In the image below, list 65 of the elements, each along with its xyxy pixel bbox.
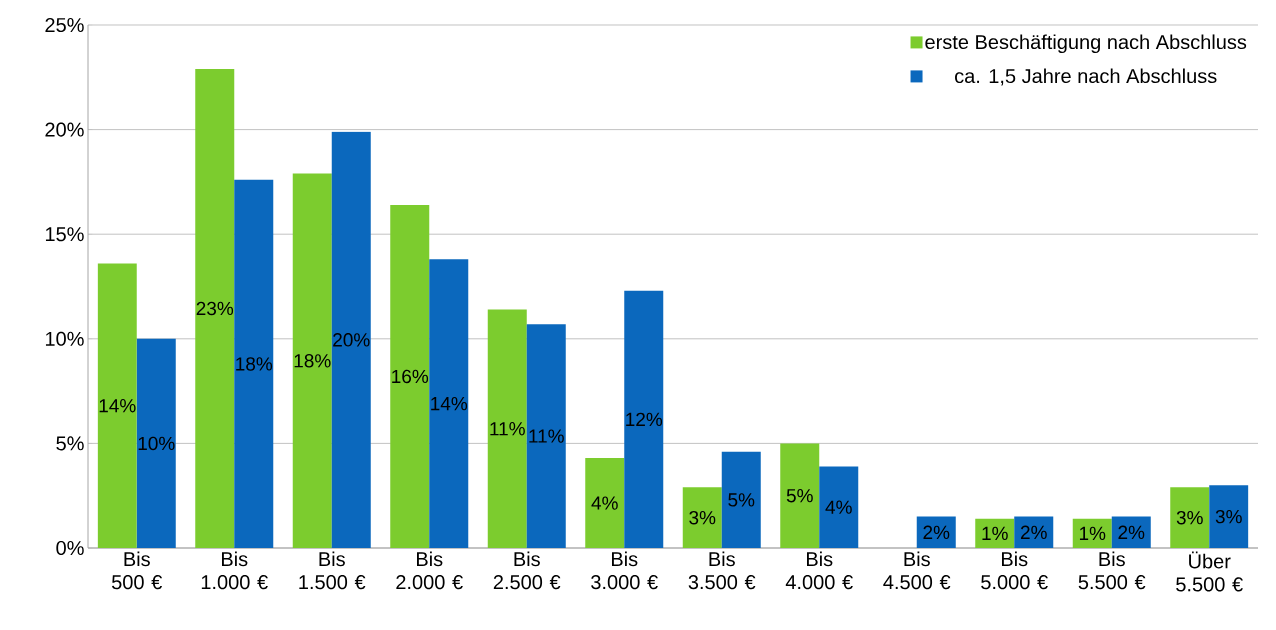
bar	[97, 263, 137, 548]
data-label: 5%	[786, 489, 813, 503]
data-label: 2%	[923, 525, 950, 539]
legend-label: ca. 1,5 Jahre nach Abschluss	[955, 68, 1217, 86]
x-tick-label: Bis 3.000 €	[591, 551, 658, 590]
x-tick-label: Über 5.500 €	[1176, 551, 1243, 592]
x-tick-label: Bis 1.500 €	[299, 551, 366, 590]
bar	[1170, 487, 1210, 548]
data-label: 2%	[1118, 525, 1145, 539]
y-tick-label: 0%	[56, 540, 84, 556]
x-tick-label: Bis 5.000 €	[981, 551, 1048, 590]
data-label: 1%	[1079, 526, 1106, 540]
bar	[429, 259, 469, 548]
bar	[819, 466, 859, 548]
bar	[487, 309, 527, 548]
bar	[234, 179, 274, 548]
data-label: 3%	[689, 510, 716, 525]
x-tick-label: Bis 3.500 €	[688, 551, 756, 590]
data-label: 5%	[728, 493, 755, 507]
data-label: 23%	[196, 301, 234, 316]
data-label: 18%	[236, 357, 273, 371]
data-label: 16%	[392, 369, 429, 384]
x-tick-label: Bis 5.500 €	[1078, 551, 1146, 590]
data-label: 1%	[982, 526, 1008, 540]
bar	[682, 487, 722, 548]
y-tick-label: 5%	[56, 436, 84, 451]
data-label: 11%	[490, 422, 525, 436]
bar	[624, 290, 664, 548]
data-label: 14%	[431, 397, 468, 411]
data-label: 10%	[138, 436, 175, 451]
bar	[721, 451, 761, 548]
x-tick-label: Bis 1.000 €	[201, 551, 268, 590]
bar	[390, 204, 430, 548]
x-tick-label: Bis 4.500 €	[883, 551, 951, 590]
data-label: 3%	[1176, 510, 1203, 525]
x-tick-label: Bis 500 €	[111, 551, 163, 590]
data-label: 2%	[1020, 525, 1047, 539]
bar	[136, 338, 176, 548]
y-tick-label: 20%	[45, 122, 84, 137]
bar	[195, 68, 235, 548]
data-label: 11%	[529, 429, 564, 443]
data-label: 4%	[825, 500, 852, 514]
data-label: 4%	[591, 496, 618, 510]
bar	[585, 458, 625, 548]
y-tick-label: 10%	[45, 331, 84, 346]
data-label: 18%	[294, 354, 331, 368]
bar	[526, 324, 566, 548]
bar	[331, 131, 371, 548]
data-label: 12%	[626, 412, 663, 427]
bar	[916, 516, 956, 548]
x-tick-label: Bis 4.000 €	[785, 551, 853, 590]
y-tick-label: 15%	[45, 227, 84, 242]
bar	[1072, 518, 1112, 548]
bar	[780, 443, 820, 548]
bar	[1209, 485, 1249, 548]
data-label: 3%	[1215, 509, 1242, 524]
legend-label: erste Beschäftigung nach Abschluss	[925, 34, 1247, 54]
data-label: 20%	[333, 333, 370, 347]
bar	[1111, 516, 1151, 548]
x-tick-label: Bis 2.500 €	[493, 551, 561, 590]
data-label: 14%	[99, 399, 136, 413]
x-tick-label: Bis 2.000 €	[396, 551, 463, 590]
bar	[292, 173, 332, 548]
bar	[975, 518, 1015, 548]
y-tick-label: 25%	[45, 17, 84, 33]
